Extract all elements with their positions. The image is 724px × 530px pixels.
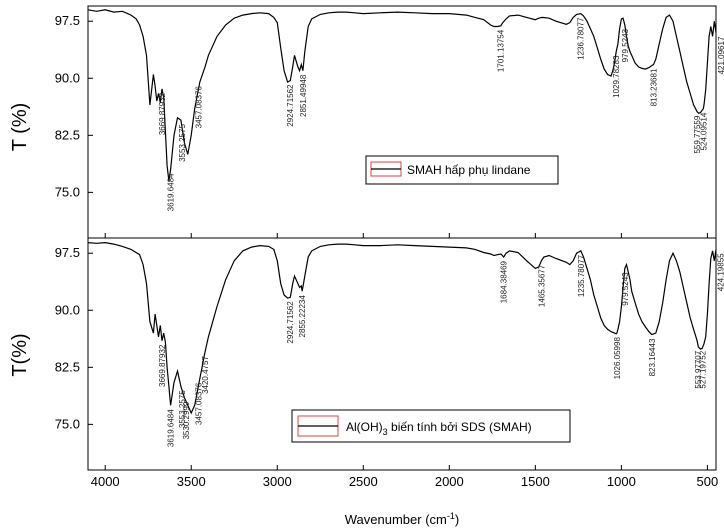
top-y-ticks bbox=[88, 20, 93, 193]
peak-label: 979.5243 bbox=[621, 28, 630, 62]
peak-label: 1026.05998 bbox=[613, 337, 622, 380]
y-tick-label: 97.5 bbox=[55, 245, 80, 260]
peak-label: 1236.78077 bbox=[577, 17, 586, 60]
peak-label: 524.09514 bbox=[699, 112, 708, 150]
bottom-legend-label: Al(OH)3 biến tính bởi SDS (SMAH) bbox=[346, 420, 532, 437]
y-tick-label: 90.0 bbox=[55, 302, 80, 317]
x-tick-label: 1500 bbox=[521, 474, 550, 489]
bottom-legend-label-main: Al(OH) bbox=[346, 420, 383, 434]
bottom-panel: 97.590.082.575.0 4000 3500 3000 2500 2000 150… bbox=[9, 237, 724, 527]
top-spectrum-line bbox=[87, 9, 717, 182]
peak-label: 3669.87932 bbox=[158, 344, 167, 387]
bottom-y-axis-title: T(%) bbox=[9, 333, 31, 376]
bottom-legend: Al(OH)3 biến tính bởi SDS (SMAH) bbox=[291, 409, 571, 443]
peak-label: 3553.2575 bbox=[178, 390, 187, 428]
top-peak-labels: 3669.87932 3619.6484 3553.2575 3457.08376 29… bbox=[158, 17, 724, 211]
peak-label: 2924.71562 bbox=[286, 84, 295, 127]
bottom-x-ticks bbox=[104, 465, 708, 470]
peak-label: 2855.22234 bbox=[298, 295, 307, 338]
bottom-y-tick-labels: 97.5 90.0 82.5 75.0 bbox=[55, 245, 80, 431]
bottom-spectrum-line bbox=[87, 241, 717, 415]
top-y-axis-title: T (%) bbox=[9, 103, 31, 152]
peak-label: 3619.6484 bbox=[167, 409, 176, 447]
peak-label: 823.16443 bbox=[648, 338, 657, 376]
peak-label: 1235.78077 bbox=[577, 254, 586, 297]
bottom-y-ticks bbox=[88, 252, 93, 425]
x-tick-label: 2500 bbox=[349, 474, 378, 489]
peak-label: 1029.78283 bbox=[612, 55, 621, 98]
y-tick-label: 75.0 bbox=[55, 184, 80, 199]
y-tick-label: 82.5 bbox=[55, 359, 80, 374]
x-axis-title-main: Wavenumber (cm bbox=[345, 512, 447, 527]
x-tick-label: 500 bbox=[697, 474, 719, 489]
peak-label: 3619.6484 bbox=[167, 173, 176, 211]
top-y-tick-labels: 97.5 90.0 82.5 75.0 bbox=[55, 13, 80, 199]
peak-label: 2851.49948 bbox=[299, 74, 308, 117]
x-tick-label: 3500 bbox=[177, 474, 206, 489]
top-panel: 97.5 90.0 82.5 75.0 3669.87932 3619.6484 3553… bbox=[9, 5, 724, 239]
bottom-legend-label-sub: 3 bbox=[383, 427, 388, 437]
top-legend-box bbox=[365, 155, 559, 185]
peak-label: 1465.35677 bbox=[537, 264, 546, 307]
peak-label: 3457.08376 bbox=[195, 382, 204, 425]
y-tick-label: 97.5 bbox=[55, 13, 80, 28]
bottom-plot-frame bbox=[87, 237, 717, 471]
x-tick-label: 2000 bbox=[435, 474, 464, 489]
peak-label: 3553.2575 bbox=[178, 124, 187, 162]
peak-label: 3420.4757 bbox=[201, 356, 210, 394]
x-tick-label: 4000 bbox=[91, 474, 120, 489]
peak-label: 2924.71562 bbox=[286, 301, 295, 344]
bottom-x-tick-labels: 4000 3500 3000 2500 2000 1500 1000 500 bbox=[91, 474, 719, 489]
x-axis-title: Wavenumber (cm-1) bbox=[345, 511, 459, 527]
top-x-ticks bbox=[104, 233, 708, 238]
x-axis-title-sup: -1 bbox=[447, 511, 455, 521]
x-tick-label: 1000 bbox=[607, 474, 636, 489]
peak-label: 559.77559 bbox=[693, 115, 702, 153]
y-tick-label: 82.5 bbox=[55, 127, 80, 142]
x-tick-label: 3000 bbox=[263, 474, 292, 489]
peak-label: 553.97707 bbox=[694, 350, 703, 388]
y-tick-label: 75.0 bbox=[55, 416, 80, 431]
bottom-legend-label-tail: biến tính bởi SDS (SMAH) bbox=[388, 420, 532, 434]
peak-label: 3457.08376 bbox=[195, 86, 204, 129]
peak-label: 421.09617 bbox=[717, 36, 724, 74]
top-legend: SMAH hấp phụ lindane bbox=[365, 155, 559, 185]
peak-label: 3669.87932 bbox=[158, 92, 167, 135]
y-tick-label: 90.0 bbox=[55, 70, 80, 85]
peak-label: 979.5243 bbox=[621, 272, 630, 306]
peak-label: 424.19855 bbox=[716, 253, 724, 291]
x-axis-title-tail: ) bbox=[455, 512, 459, 527]
peak-label: 813.23681 bbox=[650, 68, 659, 106]
top-legend-label: SMAH hấp phụ lindane bbox=[407, 163, 531, 177]
peak-label: 1684.38469 bbox=[500, 260, 509, 303]
peak-label: 3530.2999 bbox=[182, 401, 191, 439]
peak-label: 527.19752 bbox=[699, 350, 708, 388]
peak-label: 1701.13754 bbox=[497, 29, 506, 72]
